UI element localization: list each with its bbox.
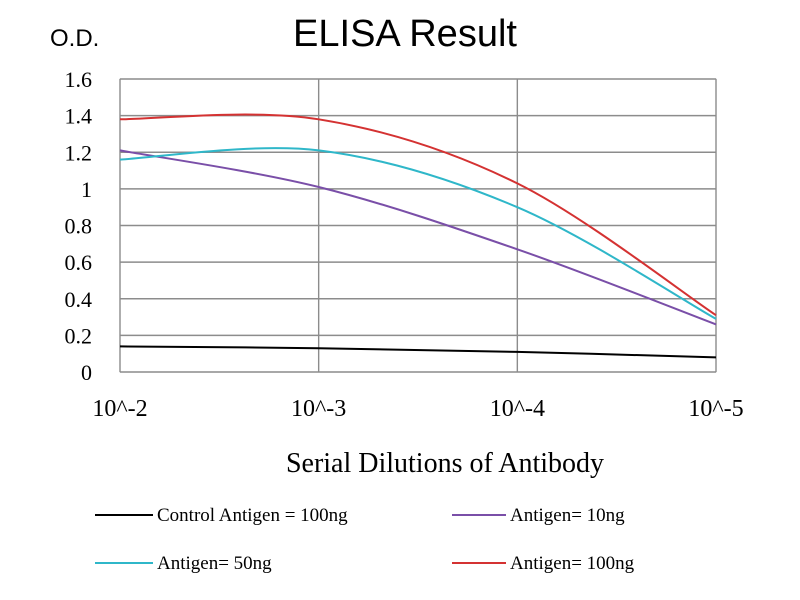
y-tick-label: 0 xyxy=(81,360,92,385)
legend-label: Antigen= 10ng xyxy=(510,505,625,526)
y-tick-label: 1 xyxy=(81,177,92,202)
y-tick-label: 0.8 xyxy=(65,214,93,239)
x-tick-label: 10^-4 xyxy=(490,396,545,422)
series-line xyxy=(119,147,717,320)
plot-area: 0 0.2 0.4 0.6 0.8 1 1.2 1.4 1.6 10^-2 10^-3 10^-4 10… xyxy=(65,67,744,422)
x-tick-label: 10^-2 xyxy=(92,396,147,422)
y-tick-label: 0.6 xyxy=(65,250,93,275)
legend-label: Control Antigen = 100ng xyxy=(157,505,348,526)
legend: Control Antigen = 100ng Antigen= 10ng Anti… xyxy=(95,505,635,574)
legend-label: Antigen= 50ng xyxy=(157,553,272,574)
y-tick-label: 1.4 xyxy=(65,104,93,129)
series-line xyxy=(119,113,717,317)
x-axis-title: Serial Dilutions of Antibody xyxy=(286,448,604,479)
legend-label: Antigen= 100ng xyxy=(510,553,635,574)
series-line xyxy=(119,149,717,326)
x-tick-label: 10^-3 xyxy=(291,396,346,422)
y-tick-label: 0.2 xyxy=(65,323,93,348)
chart-title: ELISA Result xyxy=(293,13,517,55)
series-line xyxy=(119,345,717,359)
x-tick-label: 10^-5 xyxy=(688,396,743,422)
y-tick-label: 1.2 xyxy=(65,140,93,165)
y-tick-label: 1.6 xyxy=(65,67,93,92)
y-tick-label: 0.4 xyxy=(65,287,93,312)
y-axis-title: O.D. xyxy=(50,25,99,52)
